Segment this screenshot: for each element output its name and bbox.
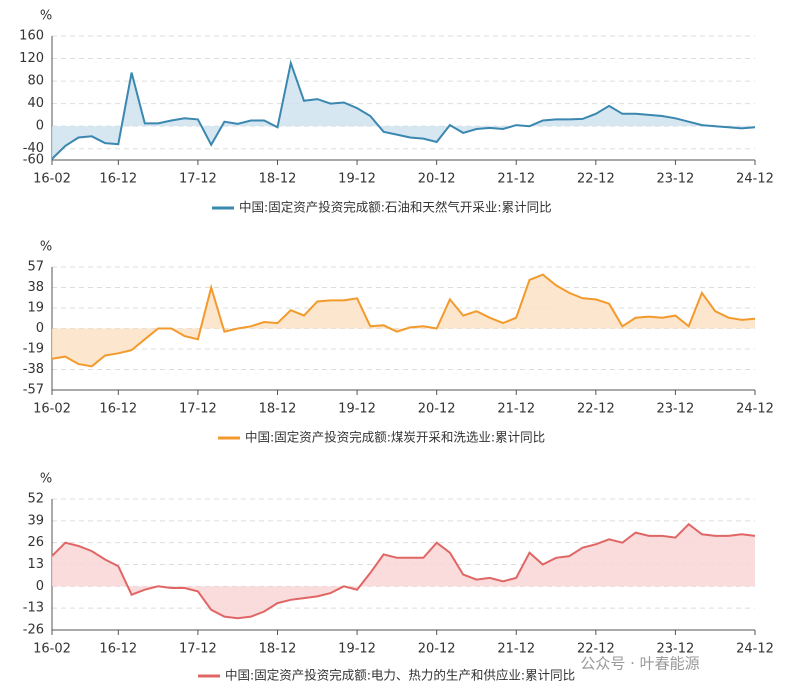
y-tick-label: 0 (36, 321, 44, 336)
x-tick-label: 18-12 (259, 642, 297, 657)
x-tick-label: 18-12 (259, 172, 297, 187)
y-unit: % (40, 240, 52, 255)
y-tick-label: -19 (23, 342, 44, 357)
y-tick-label: 0 (36, 579, 44, 594)
y-tick-label: -60 (23, 153, 44, 168)
x-tick-label: 19-12 (338, 172, 376, 187)
x-tick-label: 16-12 (99, 402, 137, 417)
x-tick-label: 24-12 (736, 172, 774, 187)
area (52, 274, 755, 367)
x-tick-label: 21-12 (497, 402, 535, 417)
line (51, 522, 756, 620)
x-tick-label: 21-12 (497, 642, 535, 657)
x-tick-label: 22-12 (577, 402, 615, 417)
y-unit: % (40, 9, 52, 24)
y-tick-label: 80 (27, 74, 44, 89)
y-tick-label: 19 (27, 301, 44, 316)
x-tick-label: 16-02 (33, 402, 71, 417)
x-tick-label: 17-12 (179, 172, 217, 187)
x-tick-label: 21-12 (497, 172, 535, 187)
area (52, 63, 755, 159)
legend-label: 中国:固定资产投资完成额:电力、热力的生产和供应业:累计同比 (225, 668, 575, 683)
x-tick-label: 22-12 (577, 642, 615, 657)
x-tick-label: 17-12 (179, 402, 217, 417)
line (51, 273, 756, 368)
x-tick-label: 24-12 (736, 402, 774, 417)
y-tick-label: -13 (23, 601, 44, 616)
y-tick-label: 120 (19, 51, 44, 66)
line (51, 59, 756, 160)
x-tick-label: 24-12 (736, 642, 774, 657)
x-tick-label: 16-02 (33, 172, 71, 187)
x-tick-label: 16-02 (33, 642, 71, 657)
x-tick-label: 16-12 (99, 172, 137, 187)
y-tick-label: 57 (27, 260, 44, 275)
x-tick-label: 20-12 (418, 642, 456, 657)
x-tick-label: 20-12 (418, 172, 456, 187)
x-tick-label: 17-12 (179, 642, 217, 657)
area (52, 524, 755, 619)
x-tick-label: 18-12 (259, 402, 297, 417)
y-tick-label: 39 (27, 513, 44, 528)
y-tick-label: 13 (27, 557, 44, 572)
watermark: 公众号 · 叶春能源 (580, 655, 699, 673)
y-tick-label: 0 (36, 119, 44, 134)
x-tick-label: 23-12 (657, 402, 695, 417)
y-unit: % (40, 472, 52, 487)
x-tick-label: 19-12 (338, 642, 376, 657)
x-tick-label: 23-12 (657, 642, 695, 657)
x-tick-label: 19-12 (338, 402, 376, 417)
x-tick-label: 16-12 (99, 642, 137, 657)
x-tick-label: 22-12 (577, 172, 615, 187)
legend-label: 中国:固定资产投资完成额:石油和天然气开采业:累计同比 (239, 200, 552, 215)
y-tick-label: -40 (23, 141, 44, 156)
y-tick-label: 38 (27, 280, 44, 295)
y-tick-label: 40 (27, 96, 44, 111)
x-tick-label: 20-12 (418, 402, 456, 417)
legend-label: 中国:固定资产投资完成额:煤炭开采和洗选业:累计同比 (245, 430, 545, 445)
y-tick-label: -57 (23, 383, 44, 398)
y-tick-label: 52 (27, 492, 44, 507)
y-tick-label: 160 (19, 29, 44, 44)
y-tick-label: -38 (23, 362, 44, 377)
y-tick-label: -26 (23, 623, 44, 638)
x-tick-label: 23-12 (657, 172, 695, 187)
y-tick-label: 26 (27, 535, 44, 550)
